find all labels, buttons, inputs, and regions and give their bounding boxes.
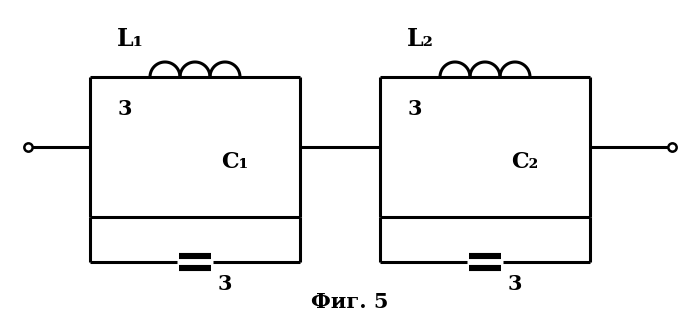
Text: 3: 3 [407,99,422,119]
Text: L₂: L₂ [407,27,433,51]
Text: 3: 3 [218,274,232,294]
Text: Фиг. 5: Фиг. 5 [312,292,388,312]
Text: 3: 3 [118,99,132,119]
Text: 3: 3 [508,274,522,294]
Text: L₁: L₁ [116,27,144,51]
Text: C₁: C₁ [221,151,248,173]
Text: C₂: C₂ [512,151,538,173]
